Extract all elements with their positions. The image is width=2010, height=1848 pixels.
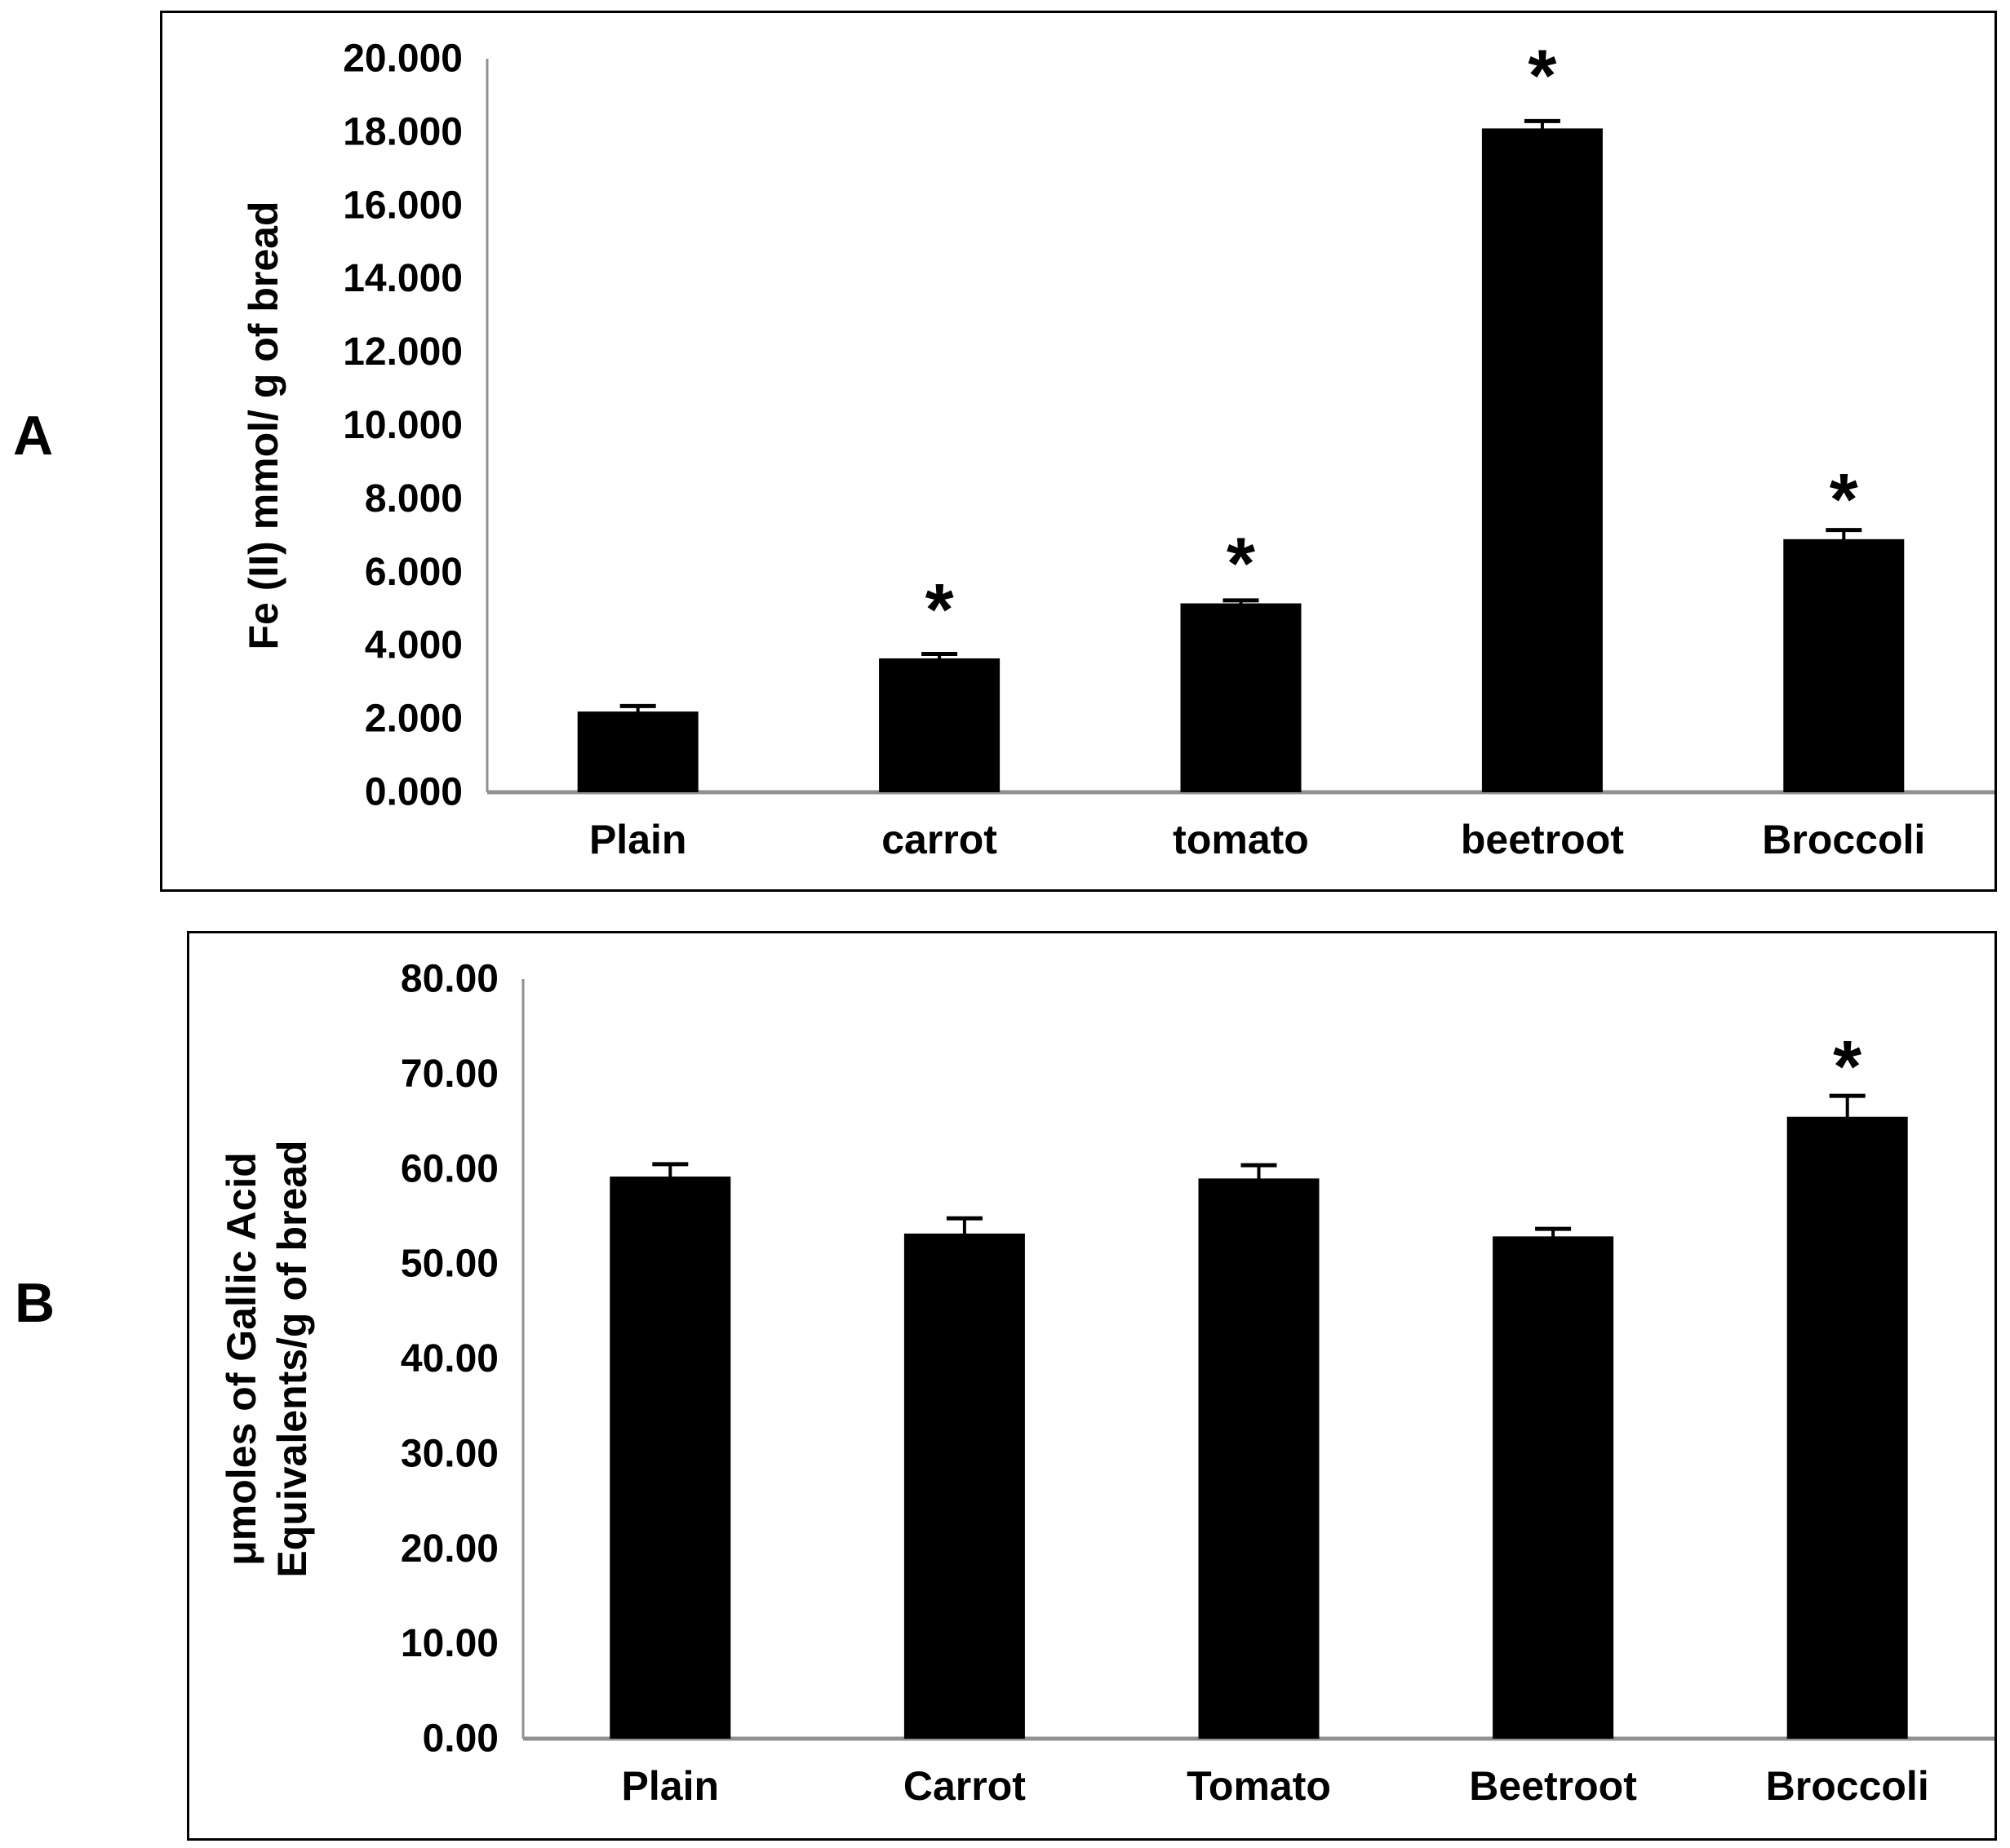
y-tick-label: 12.000 (343, 330, 463, 374)
y-tick-label: 0.000 (365, 771, 463, 814)
bar-beetroot (1481, 128, 1603, 792)
x-category-label-tomato: tomato (1173, 817, 1309, 862)
x-category-label-plain: Plain (589, 817, 686, 862)
y-tick-label: 20.00 (401, 1527, 499, 1571)
y-tick-label: 70.00 (401, 1053, 499, 1096)
x-category-label-beetroot: beetroot (1461, 817, 1624, 862)
significance-asterisk-broccoli: * (1833, 1026, 1861, 1108)
y-tick-label: 80.00 (401, 958, 499, 1001)
panel-a-letter: A (13, 405, 54, 467)
y-tick-label: 14.000 (343, 257, 463, 300)
significance-asterisk-beetroot: * (1528, 36, 1556, 117)
y-axis-label: Equivalents/g of bread (269, 1140, 315, 1577)
bar-plain (577, 711, 699, 792)
y-tick-label: 60.00 (401, 1147, 499, 1190)
x-category-label-broccoli: Broccoli (1762, 817, 1925, 862)
bar-broccoli (1783, 538, 1905, 792)
y-tick-label: 0.00 (423, 1717, 499, 1761)
y-axis-label: μmoles of Gallic Acid (219, 1152, 264, 1566)
x-category-label-carrot: carrot (881, 817, 997, 862)
bar-broccoli (1786, 1116, 1908, 1739)
bar-carrot (879, 658, 1001, 792)
x-category-label-plain: Plain (622, 1763, 719, 1809)
y-tick-label: 10.00 (401, 1622, 499, 1665)
panel-b-box: 0.00 10.00 20.00 30.00 40.00 50.00 60.00 70.00 8… (187, 931, 1997, 1841)
y-axis-label: Fe (II) mmol/ g of bread (241, 201, 286, 649)
x-category-label-broccoli: Broccoli (1766, 1763, 1929, 1809)
y-tick-label: 8.000 (365, 477, 463, 521)
y-tick-label: 16.000 (343, 184, 463, 227)
y-tick-label: 2.000 (365, 698, 463, 741)
y-tick-label: 50.00 (401, 1243, 499, 1286)
panel-b-letter: B (15, 1272, 55, 1334)
bar-carrot (903, 1233, 1025, 1739)
y-tick-label: 20.000 (343, 38, 463, 81)
significance-asterisk-tomato: * (1227, 524, 1255, 605)
panel-a-box: 0.000 2.000 4.000 6.000 8.000 10.000 12.000 14.… (160, 11, 1997, 892)
y-tick-label: 40.00 (401, 1337, 499, 1380)
y-tick-label: 18.000 (343, 110, 463, 153)
bar-tomato (1198, 1178, 1320, 1739)
y-tick-label: 10.000 (343, 404, 463, 447)
x-category-label-carrot: Carrot (903, 1763, 1026, 1809)
x-category-label-tomato: Tomato (1187, 1763, 1331, 1809)
bar-beetroot (1493, 1236, 1614, 1739)
x-category-label-beetroot: Beetroot (1469, 1763, 1637, 1809)
y-tick-label: 30.00 (401, 1432, 499, 1475)
bar-plain (610, 1177, 731, 1739)
significance-asterisk-carrot: * (925, 569, 954, 651)
panel-a-chart: 0.000 2.000 4.000 6.000 8.000 10.000 12.000 14.… (241, 36, 1994, 862)
bar-tomato (1180, 603, 1302, 792)
significance-asterisk-broccoli: * (1830, 459, 1858, 541)
y-tick-label: 6.000 (365, 551, 463, 594)
y-tick-label: 4.000 (365, 624, 463, 667)
panel-b-chart: 0.00 10.00 20.00 30.00 40.00 50.00 60.00 70.00 8… (219, 958, 1994, 1809)
